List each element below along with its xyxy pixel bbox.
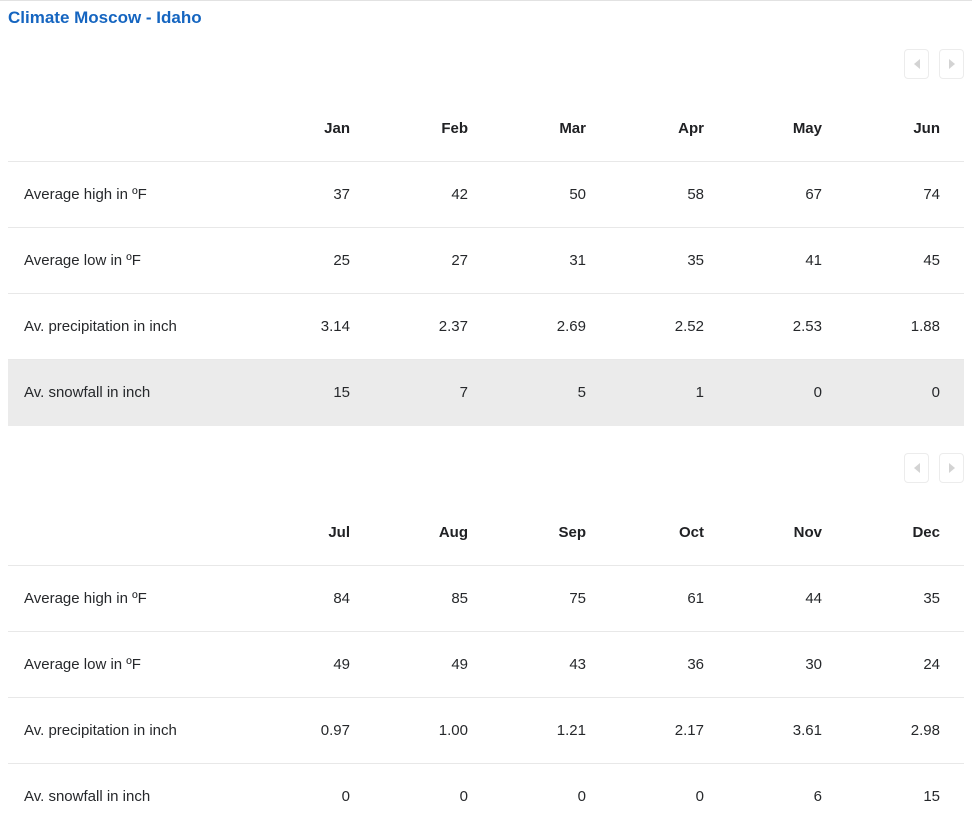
table-row-precipitation: Av. precipitation in inch 3.14 2.37 2.69… (8, 293, 964, 360)
cell-value: 2.17 (610, 697, 728, 764)
cell-value: 37 (256, 161, 374, 228)
cell-value: 7 (374, 359, 492, 426)
month-header: Sep (492, 500, 610, 566)
cell-value: 1.00 (374, 697, 492, 764)
cell-value: 0 (846, 359, 964, 426)
row-label: Average low in ºF (8, 631, 256, 698)
arrow-right-icon (948, 463, 955, 473)
arrow-left-icon (913, 59, 920, 69)
cell-value: 0 (459, 787, 468, 805)
row-label-header (8, 500, 256, 566)
month-header: Oct (610, 500, 728, 566)
cell-value: 5 (492, 359, 610, 426)
prev-page-button[interactable] (904, 49, 929, 79)
cell-value: 0 (577, 787, 586, 805)
month-header: Nov (728, 500, 846, 566)
cell-value: 6 (813, 787, 822, 805)
month-header: Aug (374, 500, 492, 566)
cell-value: 67 (728, 161, 846, 228)
cell-value: 1.21 (492, 697, 610, 764)
row-label: Av. snowfall in inch (24, 787, 151, 805)
cell-value: 44 (728, 565, 846, 632)
row-label: Average high in ºF (8, 565, 256, 632)
table-row-snowfall: Av. snowfall in inch 0 0 0 0 6 15 (8, 763, 964, 826)
cell-value: 15 (256, 359, 374, 426)
row-label: Average high in ºF (8, 161, 256, 228)
cell-value: 24 (846, 631, 964, 698)
row-label: Av. snowfall in inch (8, 359, 256, 426)
cell-value: 2.69 (492, 293, 610, 360)
pager-first-half (8, 49, 964, 79)
row-label-header (8, 96, 256, 162)
month-header: Dec (846, 500, 964, 566)
next-page-button[interactable] (939, 49, 964, 79)
table-row-average-low: Average low in ºF 49 49 43 36 30 24 (8, 631, 964, 698)
cell-value: 31 (492, 227, 610, 294)
cell-value: 3.61 (728, 697, 846, 764)
prev-page-button[interactable] (904, 453, 929, 483)
table-header-row: Jan Feb Mar Apr May Jun (8, 96, 964, 162)
cell-value: 2.98 (846, 697, 964, 764)
cell-value: 43 (492, 631, 610, 698)
table-row-average-high: Average high in ºF 37 42 50 58 67 74 (8, 161, 964, 228)
row-label: Av. precipitation in inch (8, 697, 256, 764)
cell-value: 61 (610, 565, 728, 632)
arrow-right-icon (948, 59, 955, 69)
cell-value: 3.14 (256, 293, 374, 360)
cell-value: 36 (610, 631, 728, 698)
cell-value: 49 (256, 631, 374, 698)
arrow-left-icon (913, 463, 920, 473)
cell-value: 2.37 (374, 293, 492, 360)
cell-value: 74 (846, 161, 964, 228)
cell-value: 1 (610, 359, 728, 426)
cell-value: 0 (728, 359, 846, 426)
table-row-precipitation: Av. precipitation in inch 0.97 1.00 1.21… (8, 697, 964, 764)
cell-value: 30 (728, 631, 846, 698)
month-header: Jan (256, 96, 374, 162)
month-header: Mar (492, 96, 610, 162)
row-label: Average low in ºF (8, 227, 256, 294)
cell-value: 15 (923, 787, 940, 805)
cell-value: 2.53 (728, 293, 846, 360)
cell-value: 0 (695, 787, 704, 805)
month-header: Feb (374, 96, 492, 162)
month-header: Apr (610, 96, 728, 162)
cell-value: 42 (374, 161, 492, 228)
climate-table-first-half: Jan Feb Mar Apr May Jun Average high in … (8, 96, 964, 426)
table-row-average-low: Average low in ºF 25 27 31 35 41 45 (8, 227, 964, 294)
cell-value: 50 (492, 161, 610, 228)
cell-value: 25 (256, 227, 374, 294)
month-header: Jun (846, 96, 964, 162)
cell-value: 45 (846, 227, 964, 294)
cell-value: 2.52 (610, 293, 728, 360)
cell-value: 84 (256, 565, 374, 632)
climate-table-second-half: Jul Aug Sep Oct Nov Dec Average high in … (8, 500, 964, 826)
cell-value: 27 (374, 227, 492, 294)
table-row-average-high: Average high in ºF 84 85 75 61 44 35 (8, 565, 964, 632)
cell-value: 35 (846, 565, 964, 632)
cell-value: 35 (610, 227, 728, 294)
row-label: Av. precipitation in inch (8, 293, 256, 360)
table-row-snowfall: Av. snowfall in inch 15 7 5 1 0 0 (8, 359, 964, 426)
cell-value: 1.88 (846, 293, 964, 360)
cell-value: 49 (374, 631, 492, 698)
cell-value: 0.97 (256, 697, 374, 764)
cell-value: 41 (728, 227, 846, 294)
cell-value: 0 (341, 787, 350, 805)
month-header: May (728, 96, 846, 162)
cell-value: 75 (492, 565, 610, 632)
next-page-button[interactable] (939, 453, 964, 483)
page-title: Climate Moscow - Idaho (8, 8, 202, 27)
cell-value: 58 (610, 161, 728, 228)
cell-value: 85 (374, 565, 492, 632)
pager-second-half (8, 453, 964, 483)
month-header: Jul (256, 500, 374, 566)
table-header-row: Jul Aug Sep Oct Nov Dec (8, 500, 964, 566)
